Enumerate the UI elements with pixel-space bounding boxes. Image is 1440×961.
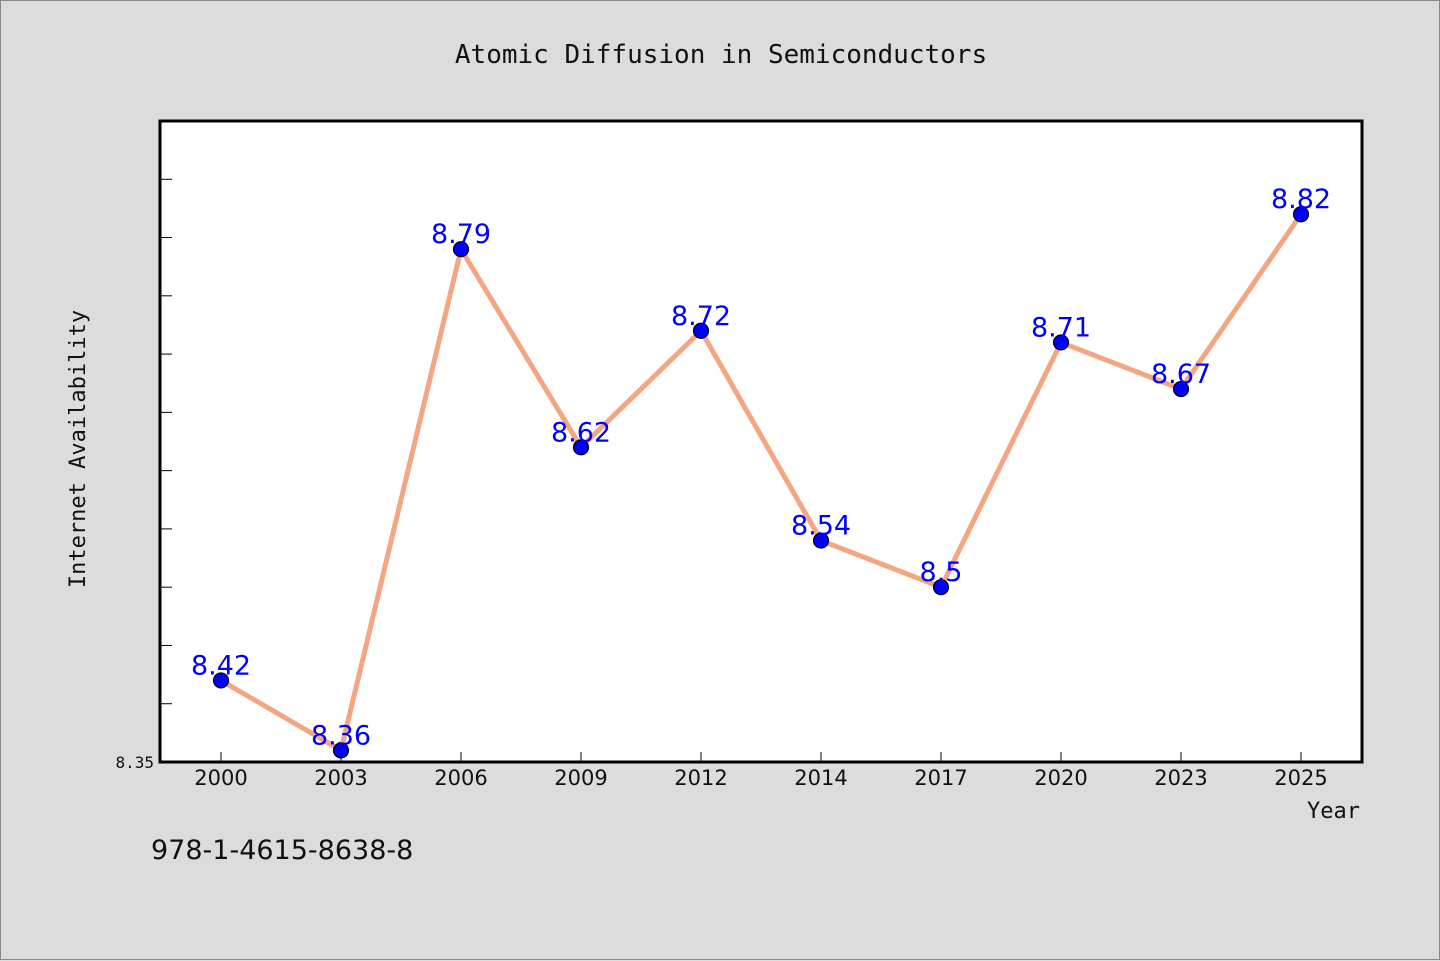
x-tick-label: 2025	[1274, 766, 1327, 790]
data-point	[1052, 334, 1070, 351]
data-point	[932, 579, 950, 596]
data-label: 8.36	[311, 720, 371, 751]
data-point	[812, 532, 830, 549]
y-axis-ticks: 8.35	[115, 178, 172, 772]
x-axis-ticks: 2000 2003 2006 2009 2012 2014 2017 2020 2023 2025	[194, 752, 1328, 790]
x-tick-label: 2014	[794, 766, 847, 790]
data-label: 8.82	[1271, 184, 1331, 215]
data-label: 8.71	[1031, 312, 1091, 343]
data-label: 8.79	[431, 219, 491, 250]
x-tick-label: 2017	[914, 766, 967, 790]
y-tick-label: 8.35	[115, 753, 154, 772]
x-axis-label: Year	[1307, 799, 1360, 824]
data-point	[1292, 206, 1310, 223]
data-label: 8.67	[1151, 359, 1211, 390]
x-tick-label: 2003	[314, 766, 367, 790]
data-labels-layer: 8.42 8.36 8.79 8.62 8.72 8.54 8.5 8.71 8.67 8.82	[191, 184, 1331, 751]
isbn-text: 978-1-4615-8638-8	[151, 835, 414, 866]
chart-title: Atomic Diffusion in Semiconductors	[455, 40, 987, 70]
y-axis-label: Internet Availability	[66, 310, 91, 588]
data-label: 8.42	[191, 650, 251, 681]
data-label: 8.72	[671, 301, 731, 332]
data-label: 8.5	[920, 557, 963, 588]
series-line	[218, 211, 1304, 753]
x-tick-label: 2009	[554, 766, 607, 790]
x-tick-label: 2023	[1154, 766, 1207, 790]
data-point	[332, 742, 350, 759]
series-layer	[212, 206, 1310, 759]
x-tick-label: 2020	[1034, 766, 1087, 790]
plot-area	[158, 119, 1364, 764]
data-point	[572, 439, 590, 456]
data-label: 8.62	[551, 417, 611, 448]
x-tick-label: 2012	[674, 766, 727, 790]
x-tick-label: 2000	[194, 766, 247, 790]
data-point	[692, 322, 710, 339]
data-point	[452, 241, 470, 258]
x-tick-label: 2006	[434, 766, 487, 790]
data-label: 8.54	[791, 511, 851, 542]
data-point	[1172, 380, 1190, 398]
data-point	[212, 672, 230, 689]
